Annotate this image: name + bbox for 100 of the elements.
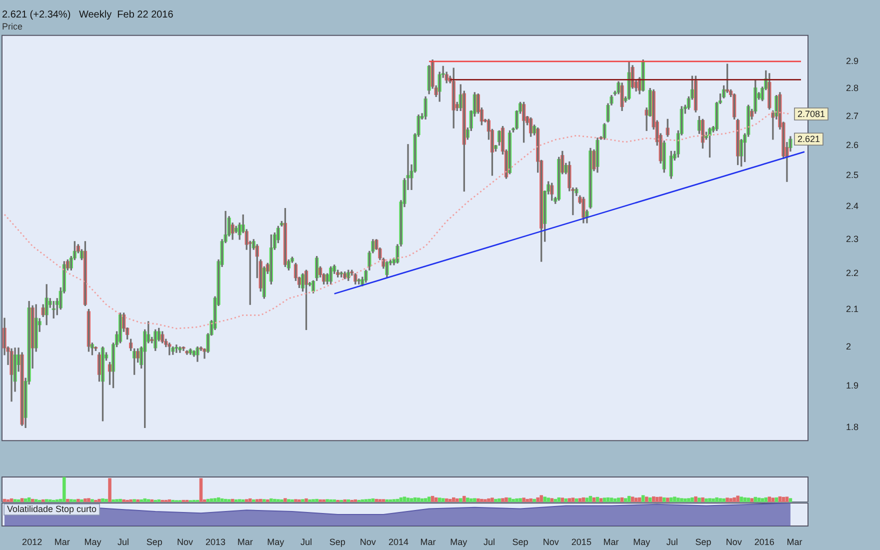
bar	[298, 499, 301, 502]
bar	[13, 499, 17, 502]
bar	[782, 496, 786, 502]
x-tick-label: 2012	[22, 536, 42, 547]
bar	[557, 497, 561, 502]
bar	[746, 498, 750, 502]
x-tick-label: Sep	[146, 536, 162, 547]
bar	[526, 498, 529, 502]
series-label: Volatilidade Stop curto	[7, 504, 97, 514]
bar	[592, 497, 596, 502]
bar	[30, 498, 34, 502]
bar	[374, 498, 378, 502]
bar	[670, 497, 673, 502]
bar	[764, 497, 768, 502]
bar	[518, 498, 522, 502]
bar	[140, 499, 143, 502]
bar	[276, 499, 280, 502]
bar	[146, 499, 150, 502]
bar	[750, 498, 754, 502]
bar	[143, 498, 146, 502]
bar	[494, 498, 498, 502]
bar	[610, 498, 614, 502]
bar	[490, 498, 494, 502]
bar	[62, 477, 66, 502]
y-tick-label: 2.6	[846, 140, 859, 150]
bar	[487, 498, 490, 502]
bar	[273, 498, 276, 502]
x-tick-label: 2016	[754, 536, 774, 547]
bar	[430, 496, 434, 502]
bar	[536, 497, 540, 502]
bar	[34, 499, 38, 502]
bar	[87, 498, 90, 502]
bar	[318, 499, 322, 502]
bar	[101, 498, 104, 502]
y-tick-label: 2.2	[846, 268, 859, 278]
bar	[459, 498, 462, 502]
bar	[757, 498, 761, 502]
bar	[701, 497, 704, 502]
x-tick-label: May	[267, 536, 285, 547]
bar	[655, 496, 659, 502]
bar	[270, 498, 273, 502]
bar	[673, 496, 676, 502]
bar	[582, 497, 586, 502]
bar	[736, 496, 740, 502]
bar	[540, 495, 543, 502]
bar	[199, 478, 203, 502]
bar	[512, 498, 515, 502]
bar	[571, 498, 575, 502]
bar	[616, 498, 620, 502]
bar	[470, 498, 473, 502]
bar	[729, 498, 732, 502]
bar	[456, 498, 459, 502]
bar	[104, 498, 108, 502]
bar	[129, 499, 132, 502]
bar	[410, 498, 414, 502]
bar	[452, 497, 456, 502]
y-tick-label: 2.8	[846, 82, 859, 93]
bar	[66, 498, 70, 502]
bar	[346, 499, 350, 502]
bar	[262, 499, 266, 502]
bar	[150, 499, 154, 502]
bar	[108, 478, 112, 502]
bar	[382, 499, 386, 502]
y-tick-label: 2	[846, 341, 852, 352]
bar	[294, 499, 298, 502]
bar	[322, 499, 326, 502]
x-tick-label: Jul	[118, 536, 130, 547]
bar	[722, 498, 726, 502]
bar	[554, 498, 558, 502]
bar	[90, 499, 94, 502]
bar	[427, 496, 431, 502]
y-tick-label: 2.7	[846, 110, 859, 121]
line-series	[4, 110, 792, 330]
bar	[498, 498, 501, 502]
bar	[84, 498, 87, 502]
bar	[501, 498, 504, 502]
bar	[98, 498, 101, 502]
bar	[213, 498, 217, 502]
bar	[599, 498, 603, 502]
bar	[364, 499, 368, 502]
bar	[438, 498, 442, 502]
x-tick-label: Nov	[360, 536, 376, 547]
x-tick-label: Sep	[329, 536, 346, 547]
y-tick-label: 2.3	[846, 234, 859, 244]
bar	[416, 498, 420, 502]
x-tick-label: Nov	[726, 536, 742, 547]
bar	[44, 499, 48, 502]
bar	[354, 499, 358, 502]
bar	[778, 496, 782, 502]
bar	[698, 498, 701, 502]
bar	[743, 497, 746, 502]
data-label: 2.7081	[797, 108, 825, 119]
bar	[785, 496, 789, 502]
bar	[224, 498, 228, 502]
bar	[694, 496, 698, 502]
x-tick-label: Mar	[603, 536, 619, 547]
bar	[290, 499, 294, 502]
bar	[80, 499, 84, 502]
bar	[284, 498, 287, 502]
bar	[378, 499, 382, 502]
